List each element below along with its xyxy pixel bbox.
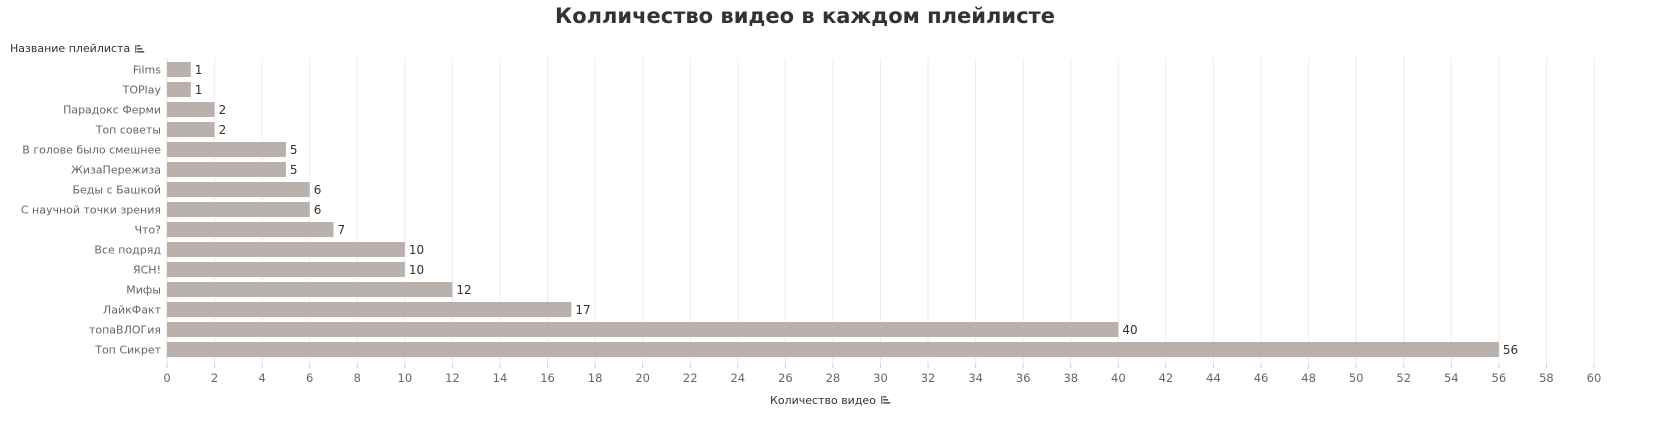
- x-tick-label: 2: [211, 371, 218, 385]
- x-axis-label[interactable]: Количество видео: [770, 394, 876, 407]
- x-tick-label: 56: [1492, 371, 1507, 385]
- bar[interactable]: [167, 82, 191, 97]
- data-label: 6: [314, 183, 322, 197]
- category-label: ЯСН!: [133, 264, 161, 277]
- x-tick-label: 0: [163, 371, 170, 385]
- x-tick-label: 26: [778, 371, 793, 385]
- category-label: ЛайкФакт: [103, 304, 162, 317]
- x-tick-label: 18: [588, 371, 603, 385]
- category-label: Парадокс Ферми: [63, 104, 161, 117]
- bar[interactable]: [167, 122, 215, 137]
- bar[interactable]: [167, 322, 1119, 337]
- category-label: ЖизаПережиза: [71, 164, 161, 177]
- data-label: 1: [195, 63, 203, 77]
- sort-icon-bar: [883, 402, 891, 404]
- bar[interactable]: [167, 102, 215, 117]
- x-tick-label: 28: [826, 371, 841, 385]
- data-label: 17: [575, 303, 590, 317]
- data-label: 10: [409, 243, 424, 257]
- data-label: 10: [409, 263, 424, 277]
- chart-title: Колличество видео в каждом плейлисте: [555, 4, 1055, 28]
- bar[interactable]: [167, 302, 572, 317]
- x-tick-label: 40: [1111, 371, 1126, 385]
- sort-icon-stem: [881, 396, 883, 404]
- x-tick-label: 50: [1349, 371, 1364, 385]
- category-label: Что?: [134, 224, 161, 237]
- x-tick-label: 58: [1539, 371, 1554, 385]
- x-tick-label: 52: [1396, 371, 1411, 385]
- gridlines: [166, 58, 1595, 364]
- x-tick-label: 16: [540, 371, 555, 385]
- bar[interactable]: [167, 182, 310, 197]
- bars: Films 1 TOPlay 1 Парадокс Ферми 2 Топ советы 2 В…: [21, 62, 1518, 357]
- data-label: 5: [290, 143, 298, 157]
- category-label: С научной точки зрения: [21, 204, 161, 217]
- data-label: 40: [1122, 323, 1137, 337]
- x-tick-label: 8: [354, 371, 361, 385]
- category-label: Беды с Башкой: [72, 184, 161, 197]
- bar[interactable]: [167, 202, 310, 217]
- sort-icon-bar: [883, 396, 887, 398]
- data-label: 56: [1503, 343, 1518, 357]
- category-label: Топ Сикрет: [94, 344, 161, 357]
- x-tick-label: 44: [1206, 371, 1221, 385]
- data-label: 5: [290, 163, 298, 177]
- x-tick-label: 4: [258, 371, 265, 385]
- x-tick-label: 6: [306, 371, 313, 385]
- category-label: топаВЛОГия: [89, 324, 161, 337]
- x-tick-label: 12: [445, 371, 460, 385]
- x-tick-label: 42: [1159, 371, 1174, 385]
- bar[interactable]: [167, 162, 286, 177]
- data-label: 2: [219, 103, 227, 117]
- x-tick-label: 30: [873, 371, 888, 385]
- sort-icon-bar: [137, 51, 145, 53]
- x-axis: 0 2 4 6 8 10 12 14 16 18 20 22 24 26 28 30 32 34 36 38 40 42 4…: [163, 364, 1601, 385]
- data-label: 1: [195, 83, 203, 97]
- x-tick-label: 24: [730, 371, 745, 385]
- data-label: 6: [314, 203, 322, 217]
- x-tick-label: 34: [968, 371, 983, 385]
- x-tick-label: 32: [921, 371, 936, 385]
- sort-descending-icon[interactable]: [881, 396, 891, 404]
- bar[interactable]: [167, 62, 191, 77]
- category-label: Топ советы: [95, 124, 161, 137]
- sort-icon-bar: [883, 399, 889, 401]
- x-tick-label: 36: [1016, 371, 1031, 385]
- x-tick-label: 38: [1063, 371, 1078, 385]
- x-tick-label: 48: [1301, 371, 1316, 385]
- x-tick-label: 22: [683, 371, 698, 385]
- category-label: TOPlay: [122, 84, 162, 97]
- x-tick-label: 60: [1587, 371, 1602, 385]
- sort-descending-icon[interactable]: [135, 45, 145, 53]
- bar[interactable]: [167, 342, 1499, 357]
- x-tick-label: 10: [398, 371, 413, 385]
- category-label: Films: [133, 64, 161, 77]
- sort-icon-bar: [137, 48, 143, 50]
- x-tick-label: 54: [1444, 371, 1459, 385]
- bar[interactable]: [167, 262, 405, 277]
- sort-icon-stem: [135, 45, 137, 53]
- sort-icon-bar: [137, 45, 141, 47]
- data-label: 7: [337, 223, 345, 237]
- category-label: Все подряд: [94, 244, 161, 257]
- x-tick-label: 14: [493, 371, 508, 385]
- category-label: В голове было смешнее: [22, 144, 161, 157]
- bar[interactable]: [167, 142, 286, 157]
- y-axis-header[interactable]: Название плейлиста: [10, 42, 130, 55]
- data-label: 2: [219, 123, 227, 137]
- bar[interactable]: [167, 282, 453, 297]
- category-label: Мифы: [126, 284, 161, 297]
- x-tick-label: 20: [635, 371, 650, 385]
- x-tick-label: 46: [1254, 371, 1269, 385]
- bar[interactable]: [167, 242, 405, 257]
- bar[interactable]: [167, 222, 334, 237]
- data-label: 12: [456, 283, 471, 297]
